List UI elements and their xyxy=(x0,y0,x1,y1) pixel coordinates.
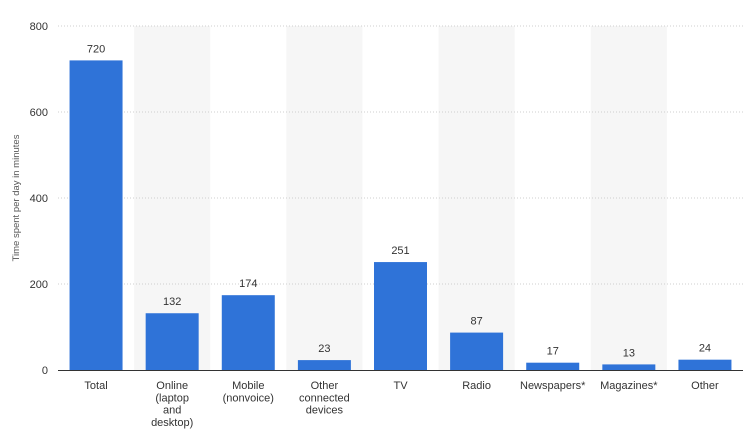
x-tick-label-3: Other connected devices xyxy=(299,380,350,417)
y-tick-label-0: 0 xyxy=(42,365,48,377)
data-label-7: 13 xyxy=(623,347,635,359)
data-label-4: 251 xyxy=(391,245,409,257)
bar-2 xyxy=(221,295,275,370)
x-tick-label-2: Mobile (nonvoice) xyxy=(223,380,274,404)
x-tick-label-5: Radio xyxy=(462,380,491,392)
y-tick-label-600: 600 xyxy=(30,107,48,119)
y-tick-label-800: 800 xyxy=(30,21,48,33)
data-label-8: 24 xyxy=(699,343,711,355)
bar-1 xyxy=(145,313,199,370)
y-tick-label-200: 200 xyxy=(30,279,48,291)
y-axis-title: Time spent per day in minutes xyxy=(11,134,22,261)
bar-3 xyxy=(297,360,351,370)
data-label-5: 87 xyxy=(470,316,482,328)
bar-7 xyxy=(602,364,656,370)
data-label-6: 17 xyxy=(547,346,559,358)
data-label-0: 720 xyxy=(87,43,105,55)
bar-0 xyxy=(69,60,123,371)
x-tick-label-1: Online (laptop and desktop) xyxy=(151,380,193,429)
x-tick-label-4: TV xyxy=(393,380,408,392)
x-tick-label-8: Other xyxy=(691,380,719,392)
bar-8 xyxy=(678,359,732,370)
column-band-3 xyxy=(286,26,363,370)
data-label-2: 174 xyxy=(239,278,257,290)
bar-4 xyxy=(374,262,427,370)
y-tick-label-400: 400 xyxy=(30,193,48,205)
data-label-3: 23 xyxy=(318,343,330,355)
data-label-1: 132 xyxy=(163,296,181,308)
x-tick-label-0: Total xyxy=(84,380,107,392)
bar-5 xyxy=(450,332,504,370)
bar-6 xyxy=(526,362,580,370)
x-tick-label-6: Newspapers* xyxy=(520,380,586,392)
x-tick-label-7: Magazines* xyxy=(600,380,658,392)
